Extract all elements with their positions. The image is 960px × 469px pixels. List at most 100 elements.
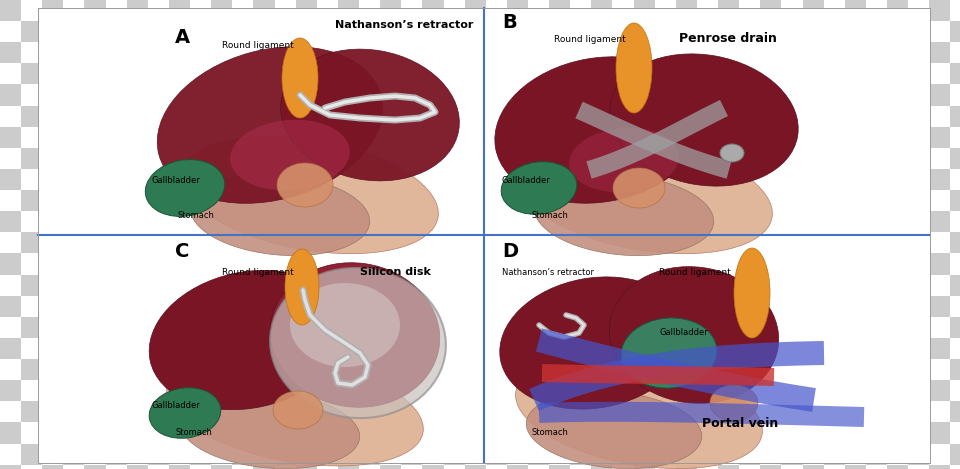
Bar: [275, 148, 296, 169]
Bar: [401, 190, 422, 211]
Bar: [275, 380, 296, 401]
Bar: [359, 169, 380, 190]
Bar: [549, 274, 570, 295]
Ellipse shape: [610, 54, 798, 186]
Bar: [0, 190, 21, 211]
Bar: [760, 21, 781, 42]
Bar: [21, 232, 42, 253]
Bar: [697, 190, 718, 211]
Bar: [887, 423, 908, 444]
Bar: [42, 401, 63, 423]
Bar: [338, 127, 359, 148]
Text: Stomach: Stomach: [532, 428, 569, 437]
Bar: [760, 127, 781, 148]
Bar: [380, 0, 401, 21]
Bar: [908, 148, 929, 169]
Bar: [232, 274, 253, 295]
Bar: [317, 0, 338, 21]
Bar: [549, 63, 570, 84]
Ellipse shape: [734, 248, 770, 338]
Bar: [84, 253, 106, 274]
Bar: [42, 190, 63, 211]
Bar: [317, 380, 338, 401]
Bar: [63, 190, 84, 211]
Text: B: B: [502, 13, 516, 32]
Bar: [591, 84, 612, 106]
Bar: [486, 127, 507, 148]
Bar: [253, 423, 275, 444]
Bar: [781, 148, 803, 169]
Bar: [401, 295, 422, 317]
Bar: [697, 465, 718, 469]
Bar: [739, 190, 760, 211]
Bar: [84, 401, 106, 423]
Bar: [697, 423, 718, 444]
Bar: [803, 21, 824, 42]
Bar: [760, 169, 781, 190]
Bar: [359, 106, 380, 127]
Bar: [507, 401, 528, 423]
Bar: [338, 423, 359, 444]
Bar: [950, 21, 960, 42]
Bar: [612, 274, 634, 295]
Bar: [211, 84, 232, 106]
Bar: [718, 42, 739, 63]
Bar: [908, 211, 929, 232]
Bar: [824, 211, 845, 232]
Bar: [824, 127, 845, 148]
Ellipse shape: [610, 267, 779, 403]
Bar: [84, 317, 106, 338]
Bar: [0, 63, 21, 84]
Bar: [570, 169, 591, 190]
Bar: [781, 42, 803, 63]
Bar: [866, 211, 887, 232]
Bar: [148, 232, 169, 253]
Bar: [338, 63, 359, 84]
Bar: [42, 232, 63, 253]
Bar: [422, 465, 444, 469]
Bar: [21, 423, 42, 444]
Bar: [781, 169, 803, 190]
Bar: [507, 465, 528, 469]
Bar: [950, 42, 960, 63]
Bar: [84, 423, 106, 444]
Bar: [528, 465, 549, 469]
Bar: [465, 317, 486, 338]
Bar: [845, 253, 866, 274]
Bar: [950, 465, 960, 469]
Bar: [422, 338, 444, 359]
Bar: [866, 106, 887, 127]
Bar: [401, 465, 422, 469]
Bar: [444, 359, 465, 380]
Bar: [612, 127, 634, 148]
Bar: [718, 169, 739, 190]
Ellipse shape: [149, 270, 347, 410]
Bar: [253, 401, 275, 423]
Bar: [211, 0, 232, 21]
Bar: [528, 0, 549, 21]
Bar: [676, 0, 697, 21]
Bar: [296, 401, 317, 423]
Bar: [634, 127, 655, 148]
Ellipse shape: [616, 23, 652, 113]
Bar: [887, 211, 908, 232]
Bar: [760, 380, 781, 401]
Bar: [655, 106, 676, 127]
Bar: [824, 465, 845, 469]
Bar: [612, 232, 634, 253]
Bar: [549, 0, 570, 21]
Bar: [359, 190, 380, 211]
Bar: [359, 274, 380, 295]
Bar: [232, 423, 253, 444]
Bar: [950, 274, 960, 295]
Bar: [338, 274, 359, 295]
Bar: [21, 42, 42, 63]
Bar: [591, 380, 612, 401]
Bar: [338, 106, 359, 127]
Bar: [422, 423, 444, 444]
Bar: [866, 338, 887, 359]
Bar: [676, 380, 697, 401]
Bar: [359, 359, 380, 380]
Bar: [317, 211, 338, 232]
Bar: [465, 295, 486, 317]
